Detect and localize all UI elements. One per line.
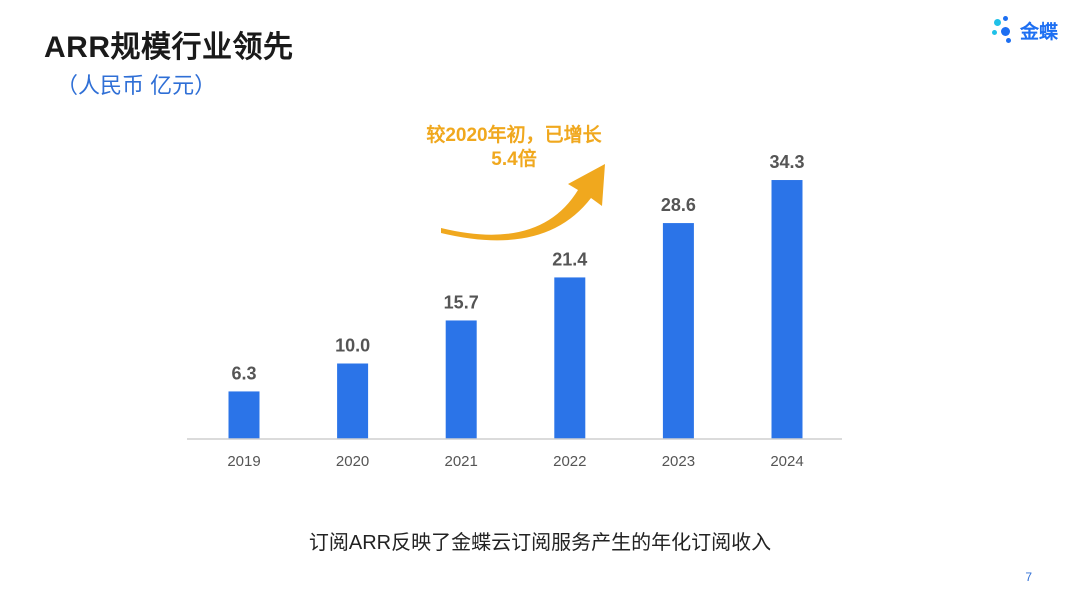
bar-value-label: 21.4	[552, 249, 587, 269]
kingdee-dots-logo-icon	[991, 16, 1016, 44]
brand-logo: 金蝶	[991, 16, 1058, 44]
x-tick-label: 2021	[445, 453, 478, 470]
growth-annotation: 较2020年初，已增长 5.4倍	[414, 124, 614, 172]
bar-2019	[228, 391, 260, 439]
bar-2024	[771, 180, 803, 439]
x-tick-label: 2024	[770, 453, 803, 470]
x-tick-label: 2022	[553, 453, 586, 470]
bar-value-label: 15.7	[444, 292, 479, 312]
curved-arrow-up-icon	[441, 164, 605, 241]
annotation-line-1: 较2020年初，已增长	[426, 125, 602, 146]
bar-value-label: 28.6	[661, 195, 696, 215]
x-tick-label: 2020	[336, 453, 369, 470]
bar-value-label: 34.3	[769, 152, 804, 172]
x-tick-label: 2019	[227, 453, 260, 470]
annotation-line-2: 5.4倍	[491, 149, 537, 170]
bar-2022	[554, 277, 586, 439]
bar-2021	[445, 320, 477, 439]
x-tick-label: 2023	[662, 453, 695, 470]
slide-caption: 订阅ARR反映了金蝶云订阅服务产生的年化订阅收入	[308, 532, 772, 554]
unit-label: （人民币 亿元）	[56, 73, 217, 98]
bar-2023	[662, 223, 694, 439]
logo-text: 金蝶	[1019, 21, 1058, 43]
bar-2020	[337, 363, 369, 439]
slide-title: ARR规模行业领先	[44, 31, 294, 64]
bar-value-label: 6.3	[231, 363, 256, 383]
bar-value-label: 10.0	[335, 336, 370, 356]
page-number: 7	[1025, 570, 1032, 584]
